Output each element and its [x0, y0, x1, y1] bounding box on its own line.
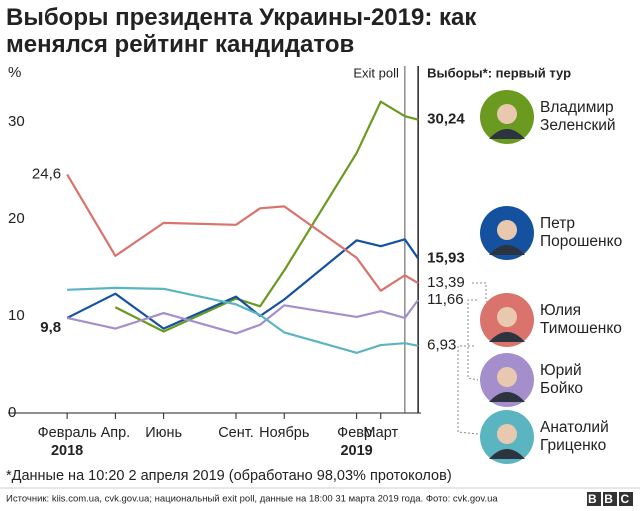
legend-label: Юрий Бойко [540, 362, 583, 397]
series-line [114, 100, 419, 333]
avatar-body [489, 245, 525, 255]
chart-title: Выборы президента Украины-2019: как меня… [6, 4, 477, 58]
footnote: *Данные на 10:20 2 апреля 2019 (обработа… [6, 468, 452, 484]
y-tick-label: 20 [8, 210, 25, 227]
avatar-face [497, 104, 517, 124]
series-line [66, 173, 419, 292]
legend-label: Юлия Тимошенко [540, 302, 622, 337]
series-line [66, 299, 420, 335]
logo-text: BBC [588, 492, 637, 506]
avatar-body [489, 332, 525, 342]
value-label: 13,39 [427, 274, 465, 291]
x-tick-label: Сент. [218, 425, 254, 441]
value-label: 15,93 [427, 249, 465, 266]
legend-item: Юлия Тимошенко [480, 293, 622, 347]
legend-item: Владимир Зеленский [480, 90, 616, 144]
x-tick-label: Февр. [337, 425, 376, 441]
y-tick-label: 30 [8, 113, 25, 130]
x-tick-label: Март [363, 425, 398, 441]
value-label: 9,8 [40, 319, 61, 336]
value-label: 11,66 [427, 291, 463, 308]
avatar-face [497, 424, 517, 444]
y-tick-label: 0 [8, 404, 16, 421]
series-line [67, 286, 419, 354]
x-tick-label: Июнь [145, 425, 182, 441]
y-axis-label: % [8, 64, 21, 81]
year-label: 2018 [51, 443, 83, 459]
avatar-body [489, 449, 525, 459]
avatar-face [497, 220, 517, 240]
legend-label: Петр Порошенко [540, 215, 622, 250]
value-label: 30,24 [427, 111, 465, 128]
year-label: 2019 [340, 443, 372, 459]
y-tick-label: 10 [8, 307, 25, 324]
exit-poll-label: Exit poll [353, 65, 399, 80]
series-line [66, 238, 420, 330]
avatar-face [497, 307, 517, 327]
avatar-body [489, 129, 525, 139]
source: Источник: kiis.com.ua, cvk.gov.ua; нацио… [6, 494, 498, 505]
legend-item: Петр Порошенко [480, 206, 622, 260]
x-tick-label: Апр. [101, 425, 131, 441]
x-tick-label: Февраль [38, 425, 97, 441]
value-label: 24,6 [32, 165, 61, 182]
avatar-body [489, 392, 525, 402]
x-tick-label: Ноябрь [259, 425, 309, 441]
value-label: 6,93 [427, 337, 456, 354]
avatar-face [497, 367, 517, 387]
logo [587, 492, 633, 506]
legend-label: Анатолий Гриценко [540, 419, 609, 454]
legend-item: Анатолий Гриценко [480, 410, 609, 464]
legend-label: Владимир Зеленский [540, 99, 616, 134]
election-label: Выборы*: первый тур [427, 65, 571, 80]
legend-item: Юрий Бойко [480, 353, 583, 407]
